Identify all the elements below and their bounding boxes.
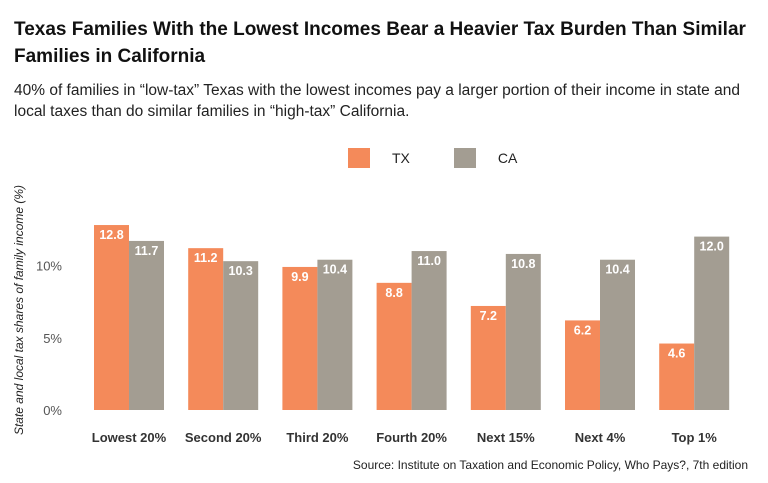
bar-ca (694, 236, 730, 410)
y-tick-label: 0% (43, 403, 62, 418)
data-label: 11.2 (194, 251, 218, 265)
legend-label-ca: CA (497, 150, 518, 166)
bar-tx (470, 305, 506, 410)
bar-ca (129, 240, 164, 410)
bar-tx (659, 343, 695, 410)
x-tick-label: Top 1% (672, 430, 718, 445)
x-tick-label: Next 15% (477, 430, 535, 445)
legend-swatch-tx (348, 148, 370, 168)
bar-ca (223, 261, 259, 410)
data-label: 11.7 (135, 244, 159, 258)
source-note: Source: Institute on Taxation and Econom… (352, 458, 748, 472)
data-label: 10.4 (323, 263, 347, 277)
data-label: 6.2 (574, 323, 591, 337)
bar-ca (505, 253, 541, 410)
bar-tx (94, 225, 129, 410)
bar-ca (411, 251, 447, 410)
data-label: 12.0 (700, 240, 724, 254)
data-label: 9.9 (291, 270, 308, 284)
x-tick-label: Second 20% (185, 430, 262, 445)
x-tick-label: Third 20% (286, 430, 349, 445)
data-label: 7.2 (480, 309, 497, 323)
x-tick-label: Next 4% (575, 430, 626, 445)
data-label: 4.6 (668, 347, 685, 361)
y-tick-label: 5% (43, 331, 62, 346)
chart-title: Texas Families With the Lowest Incomes B… (14, 19, 746, 67)
bar-ca (600, 259, 635, 410)
y-tick-label: 10% (36, 259, 62, 274)
chart-subtitle: 40% of families in “low-tax” Texas with … (14, 82, 740, 120)
x-tick-label: Lowest 20% (92, 430, 167, 445)
bar-tx (565, 320, 600, 410)
bar-ca (317, 259, 353, 410)
data-label: 12.8 (99, 228, 123, 242)
data-label: 8.8 (385, 286, 402, 300)
legend: TX CA (348, 148, 517, 168)
legend-swatch-ca (453, 148, 476, 168)
bar-tx (376, 282, 412, 410)
bar-tx (188, 248, 224, 410)
data-label: 11.0 (417, 254, 441, 268)
data-label: 10.8 (511, 257, 535, 271)
x-tick-label: Fourth 20% (376, 430, 447, 445)
data-label: 10.3 (229, 264, 253, 278)
legend-label-tx: TX (392, 150, 410, 166)
data-label: 10.4 (605, 263, 629, 277)
bar-tx (282, 266, 318, 410)
